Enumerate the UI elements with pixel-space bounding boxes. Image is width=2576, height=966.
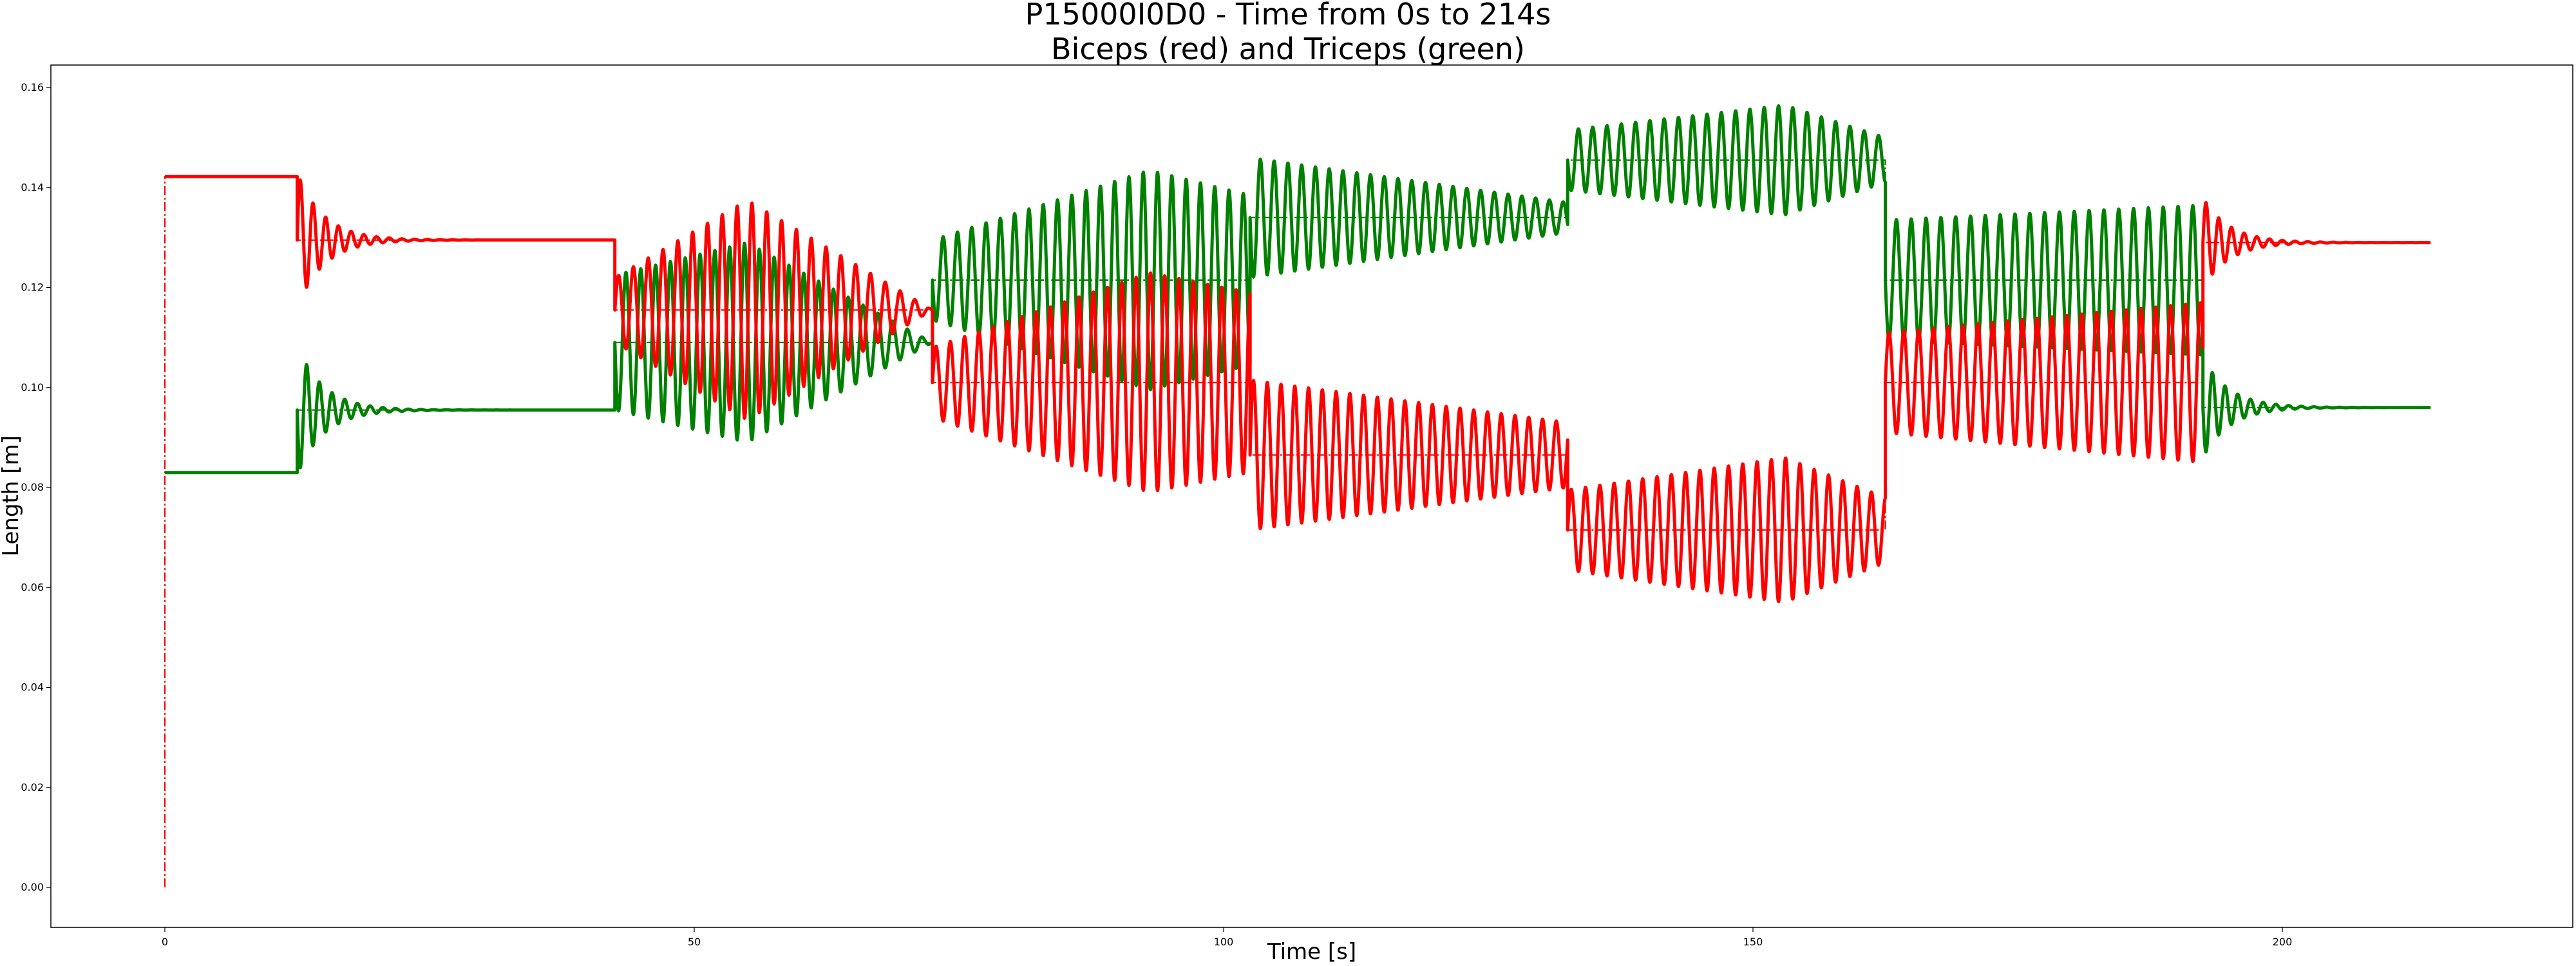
plot-clip-group xyxy=(164,104,2432,887)
x-tick-label: 100 xyxy=(1214,936,1234,948)
biceps-series-line xyxy=(164,175,2432,603)
y-tick-label: 0.16 xyxy=(21,81,44,93)
x-axis-label: Time [s] xyxy=(1267,939,1356,965)
y-axis-label: Length [m] xyxy=(0,435,24,556)
chart-subtitle: Biceps (red) and Triceps (green) xyxy=(1051,32,1525,66)
x-tick-label: 50 xyxy=(688,936,701,948)
plot-frame xyxy=(50,64,2573,928)
x-tick-label: 200 xyxy=(2273,936,2293,948)
chart-title: P15000I0D0 - Time from 0s to 214s xyxy=(1025,0,1551,32)
y-axis-ticks: 0.00 0.02 0.04 0.06 0.08 0.10 0.12 0.14 0.16 xyxy=(21,81,51,893)
x-axis-ticks: 0 50 100 150 200 xyxy=(162,927,2292,948)
y-tick-label: 0.00 xyxy=(21,881,44,893)
y-tick-label: 0.14 xyxy=(21,181,44,193)
x-tick-label: 0 xyxy=(162,936,168,948)
y-tick-label: 0.06 xyxy=(21,581,44,593)
y-tick-label: 0.02 xyxy=(21,781,44,793)
y-tick-label: 0.10 xyxy=(21,381,44,393)
y-tick-label: 0.04 xyxy=(21,681,44,694)
y-tick-label: 0.12 xyxy=(21,281,44,294)
series-layer xyxy=(164,104,2432,887)
y-tick-label: 0.08 xyxy=(21,481,44,493)
x-tick-label: 150 xyxy=(1743,936,1763,948)
